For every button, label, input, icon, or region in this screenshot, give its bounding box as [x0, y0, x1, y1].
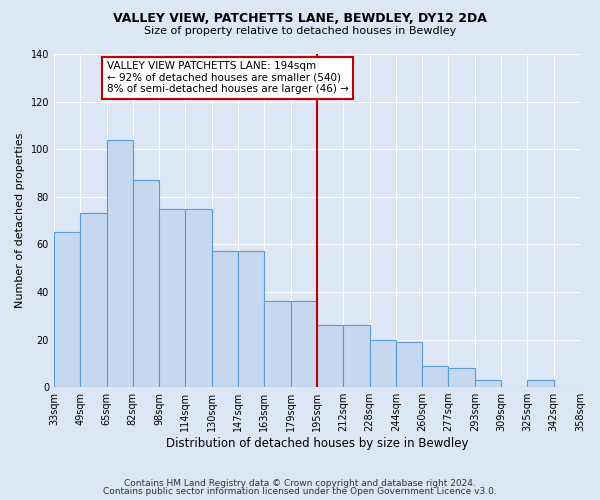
- Bar: [317, 325, 343, 387]
- Bar: [422, 366, 448, 387]
- Bar: [370, 340, 396, 387]
- Text: VALLEY VIEW PATCHETTS LANE: 194sqm
← 92% of detached houses are smaller (540)
8%: VALLEY VIEW PATCHETTS LANE: 194sqm ← 92%…: [107, 61, 349, 94]
- Bar: [212, 252, 238, 387]
- Bar: [475, 380, 501, 387]
- X-axis label: Distribution of detached houses by size in Bewdley: Distribution of detached houses by size …: [166, 437, 468, 450]
- Bar: [265, 302, 290, 387]
- Bar: [396, 342, 422, 387]
- Text: VALLEY VIEW, PATCHETTS LANE, BEWDLEY, DY12 2DA: VALLEY VIEW, PATCHETTS LANE, BEWDLEY, DY…: [113, 12, 487, 26]
- Bar: [343, 325, 370, 387]
- Y-axis label: Number of detached properties: Number of detached properties: [15, 133, 25, 308]
- Bar: [107, 140, 133, 387]
- Bar: [133, 180, 159, 387]
- Bar: [238, 252, 265, 387]
- Bar: [80, 214, 107, 387]
- Bar: [185, 208, 212, 387]
- Text: Contains public sector information licensed under the Open Government Licence v3: Contains public sector information licen…: [103, 487, 497, 496]
- Bar: [159, 208, 185, 387]
- Bar: [290, 302, 317, 387]
- Bar: [448, 368, 475, 387]
- Text: Contains HM Land Registry data © Crown copyright and database right 2024.: Contains HM Land Registry data © Crown c…: [124, 478, 476, 488]
- Bar: [54, 232, 80, 387]
- Bar: [527, 380, 554, 387]
- Text: Size of property relative to detached houses in Bewdley: Size of property relative to detached ho…: [144, 26, 456, 36]
